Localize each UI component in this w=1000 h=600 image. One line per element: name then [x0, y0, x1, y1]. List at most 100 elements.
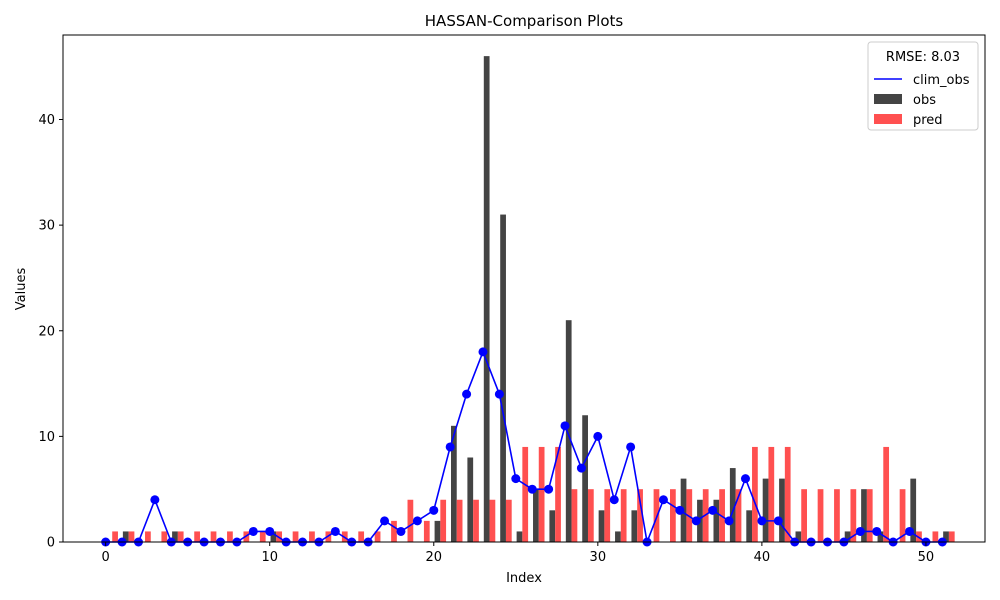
obs-bar	[467, 457, 474, 542]
x-tick-label: 10	[261, 550, 278, 565]
y-tick-label: 30	[38, 219, 55, 234]
obs-bar	[598, 510, 605, 542]
pred-bar	[801, 489, 807, 542]
pred-bar	[309, 531, 315, 542]
clim-obs-point	[150, 495, 160, 505]
pred-bar	[620, 489, 627, 542]
pred-bar	[768, 446, 775, 542]
clim-obs-point	[626, 442, 636, 452]
y-axis-label: Values	[14, 268, 29, 311]
obs-bar	[861, 489, 867, 542]
clim-obs-point	[609, 495, 619, 505]
y-tick-label: 10	[38, 430, 55, 445]
clim-obs-point	[576, 463, 586, 473]
obs-bar	[943, 531, 949, 542]
pred-bar	[391, 520, 397, 542]
pred-bar	[932, 531, 939, 542]
pred-bar	[259, 531, 266, 542]
pred-bar	[112, 531, 118, 542]
obs-bar	[844, 531, 851, 542]
obs-bar	[516, 531, 523, 542]
x-tick-label: 40	[754, 550, 771, 565]
clim-obs-point	[905, 526, 915, 536]
pred-bar	[292, 531, 299, 542]
legend-label-pred: pred	[913, 113, 943, 128]
pred-bar	[866, 489, 873, 542]
obs-bar	[500, 214, 506, 542]
pred-bar	[128, 531, 135, 542]
obs-bar	[533, 489, 539, 542]
pred-bar	[883, 446, 890, 542]
clim-obs-point	[265, 526, 275, 536]
obs-bar	[434, 520, 441, 542]
pred-bar	[210, 531, 217, 542]
clim-obs-point	[248, 526, 258, 536]
x-tick-label: 50	[918, 550, 935, 565]
obs-bar	[746, 510, 753, 542]
clim-obs-point	[544, 484, 554, 494]
clim-obs-point	[445, 442, 455, 452]
obs-bar	[713, 499, 720, 542]
clim-obs-point	[511, 474, 521, 484]
obs-bar	[615, 531, 621, 542]
y-tick-label: 20	[38, 324, 55, 339]
pred-bar	[522, 446, 529, 542]
pred-bar	[571, 489, 578, 542]
pred-bar	[227, 531, 233, 542]
obs-bar	[565, 320, 572, 542]
obs-bar	[483, 56, 490, 542]
obs-bar	[729, 468, 736, 542]
obs-bar	[762, 478, 769, 542]
clim-obs-point	[691, 516, 701, 526]
clim-obs-point	[330, 526, 340, 536]
obs-bar	[631, 510, 638, 542]
clim-obs-point	[396, 526, 406, 536]
chart-title: HASSAN-Comparison Plots	[425, 12, 624, 30]
clim-obs-point	[708, 505, 718, 515]
pred-bar	[784, 446, 791, 542]
pred-bar	[407, 499, 414, 542]
pred-bar	[374, 531, 381, 542]
pred-bar	[850, 489, 857, 542]
clim-obs-point	[740, 474, 750, 484]
obs-bar	[779, 478, 785, 542]
pred-bar	[145, 531, 151, 542]
pred-bar	[637, 489, 643, 542]
legend-label-obs: obs	[913, 93, 936, 108]
y-tick-label: 0	[47, 536, 55, 551]
clim-obs-point	[724, 516, 734, 526]
pred-bar	[948, 531, 955, 542]
obs-bar	[549, 510, 556, 542]
pred-bar	[834, 489, 840, 542]
obs-bar	[450, 425, 457, 542]
clim-obs-point	[560, 421, 570, 431]
legend-label-clim_obs: clim_obs	[913, 73, 970, 88]
pred-bar	[735, 489, 742, 542]
pred-bar	[161, 531, 168, 542]
pred-bar	[473, 499, 479, 542]
clim-obs-point	[494, 389, 504, 399]
obs-bar	[172, 531, 178, 542]
clim-obs-point	[855, 526, 865, 536]
pred-bar	[752, 446, 758, 542]
clim-obs-point	[380, 516, 390, 526]
obs-bar	[877, 531, 884, 542]
legend-box	[867, 41, 979, 131]
legend-title: RMSE: 8.03	[886, 50, 960, 65]
clim-obs-point	[658, 495, 668, 505]
obs-bar	[910, 478, 917, 542]
y-tick-label: 40	[38, 113, 55, 128]
legend-swatch-pred	[874, 114, 902, 124]
obs-bar	[582, 415, 588, 542]
pred-bar	[538, 446, 545, 542]
clim-obs-point	[872, 526, 882, 536]
x-tick-label: 30	[590, 550, 607, 565]
obs-bar	[270, 531, 277, 542]
clim-obs-point	[593, 431, 603, 441]
pred-bar	[670, 489, 676, 542]
plot-frame	[62, 34, 986, 543]
pred-bar	[456, 499, 463, 542]
